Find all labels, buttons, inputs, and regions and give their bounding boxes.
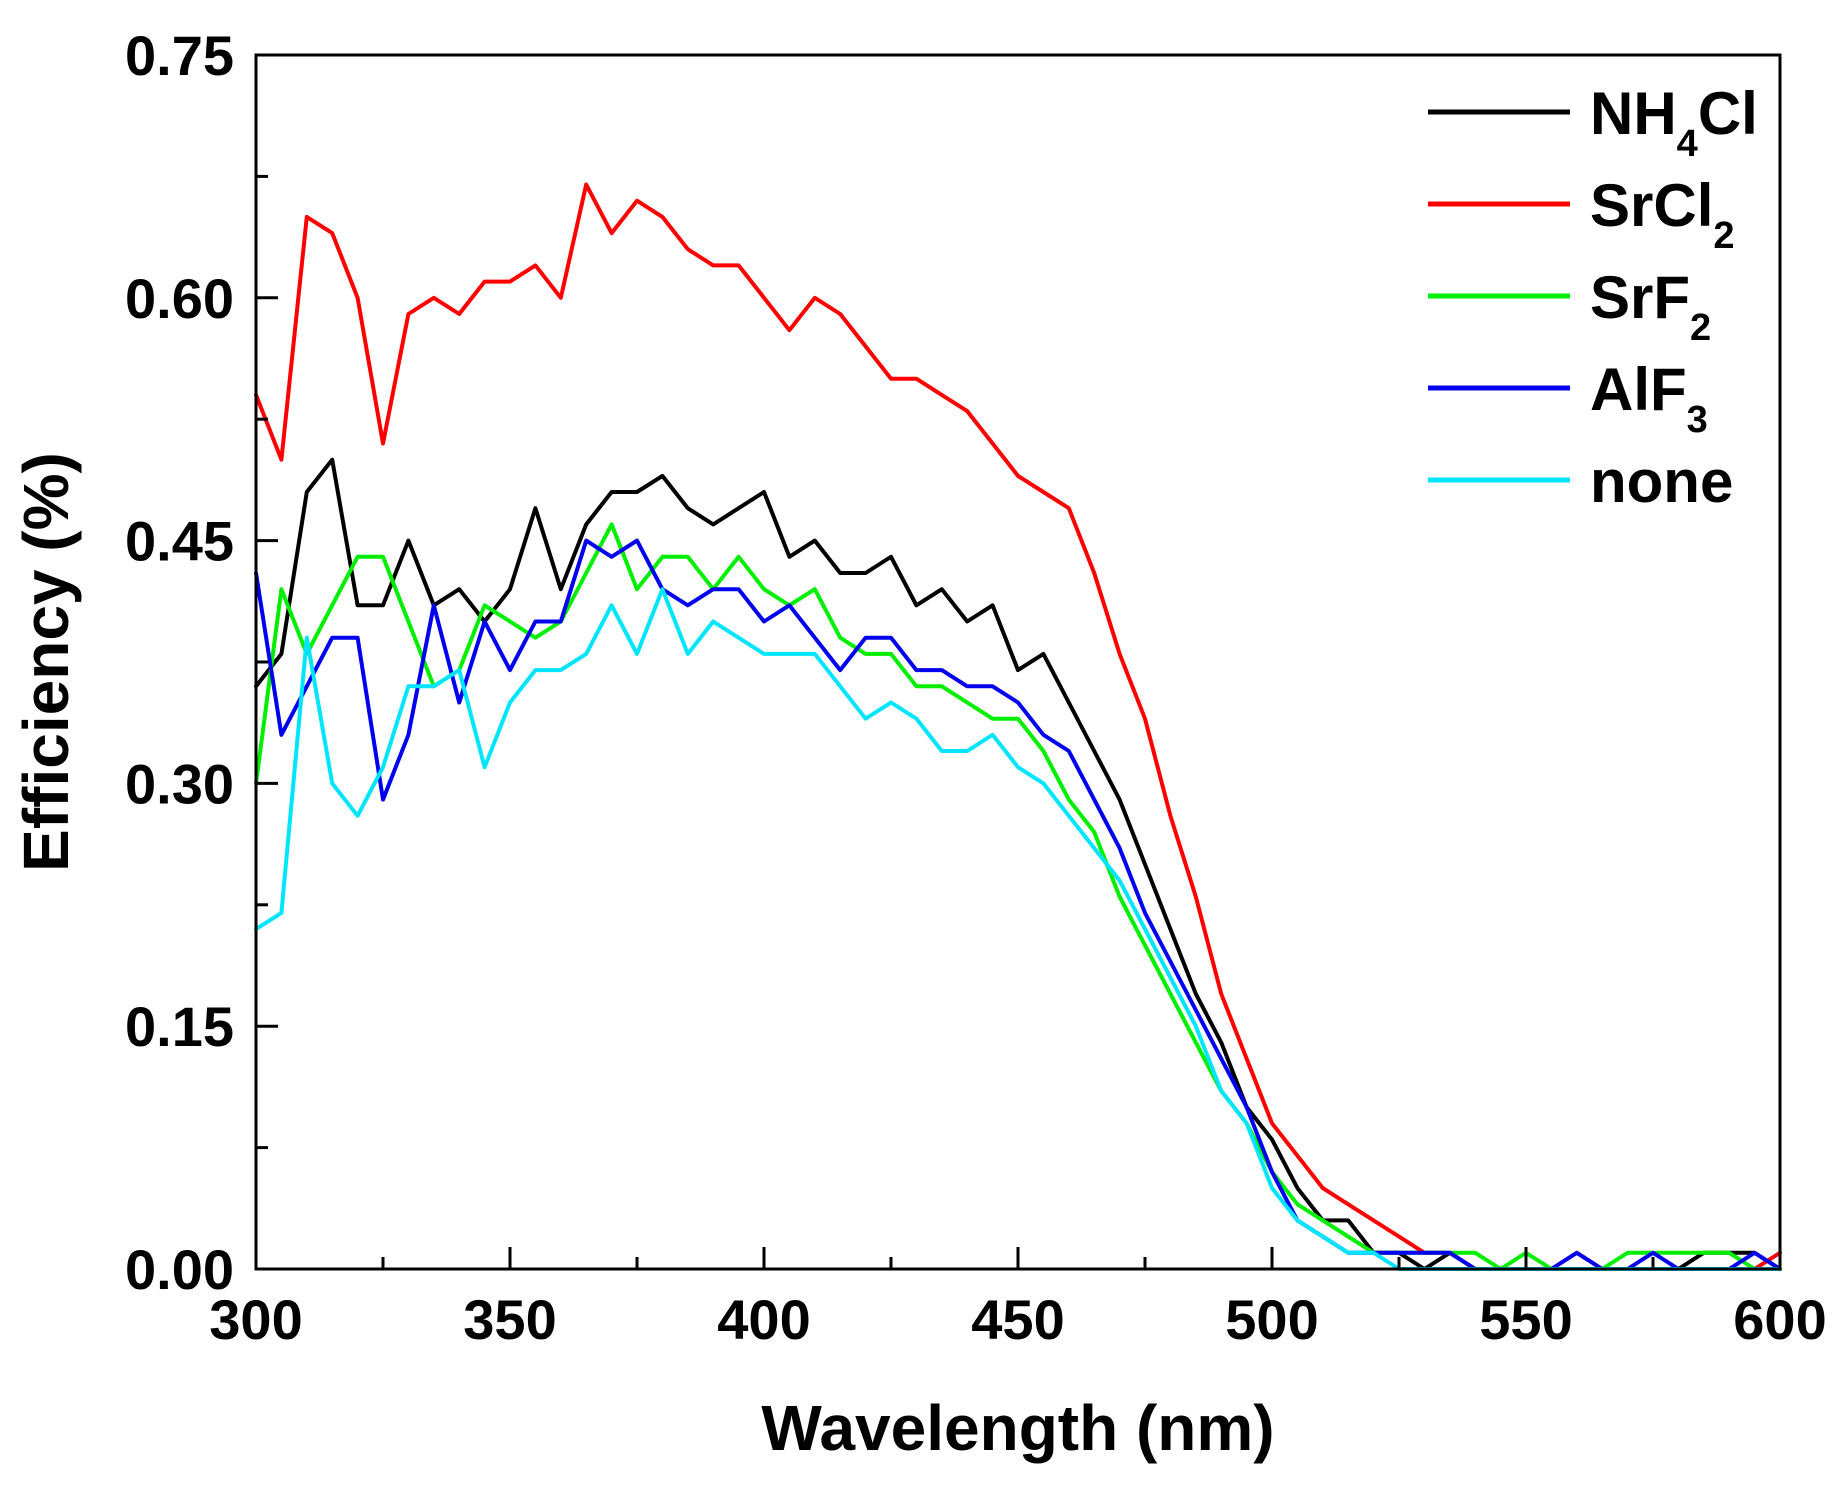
series-line-SrCl2 — [254, 182, 1782, 1271]
plot-frame — [254, 53, 1782, 1271]
x-tick-label: 500 — [1225, 1288, 1318, 1351]
y-tick-label: 0.45 — [125, 510, 234, 573]
legend-label-SrF2: SrF2 — [1590, 264, 1711, 349]
ticks-layer — [254, 53, 1782, 1271]
series-line-NH4Cl — [254, 457, 1782, 1271]
legend-label-AlF3: AlF3 — [1590, 356, 1708, 441]
x-tick-label: 450 — [971, 1288, 1064, 1351]
y-tick-label: 0.60 — [125, 267, 234, 330]
legend-label-none: none — [1590, 448, 1733, 515]
y-tick-label: 0.15 — [125, 995, 234, 1058]
legend-label-SrCl2: SrCl2 — [1590, 172, 1735, 257]
y-tick-label: 0.30 — [125, 752, 234, 815]
y-tick-label: 0.75 — [125, 24, 234, 87]
legend-label-NH4Cl: NH4Cl — [1590, 80, 1758, 165]
y-tick-label: 0.00 — [125, 1238, 234, 1301]
x-axis-label: Wavelength (nm) — [761, 1392, 1274, 1464]
y-axis-label: Efficiency (%) — [10, 452, 82, 872]
x-tick-label: 300 — [209, 1288, 302, 1351]
series-layer — [254, 182, 1782, 1271]
series-line-none — [254, 587, 1782, 1271]
tick-labels-layer: 300 350 400 450 500 550 600 0.00 0.15 0.30 0.45 0.6… — [125, 24, 1827, 1351]
x-tick-label: 400 — [717, 1288, 810, 1351]
x-tick-label: 600 — [1733, 1288, 1826, 1351]
x-tick-label: 350 — [463, 1288, 556, 1351]
series-line-SrF2 — [254, 522, 1782, 1271]
x-tick-label: 550 — [1479, 1288, 1572, 1351]
series-line-AlF3 — [254, 538, 1782, 1271]
